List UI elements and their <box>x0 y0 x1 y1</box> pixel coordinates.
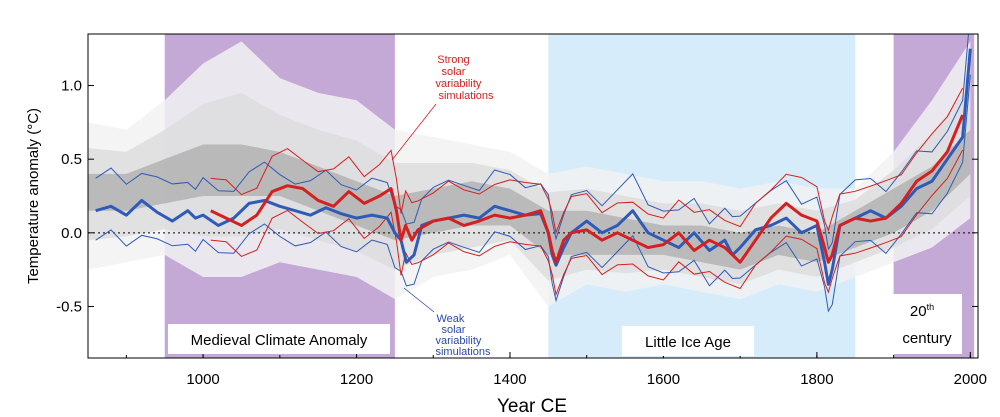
series-1-upper-bound <box>210 87 964 235</box>
series-0-lower-bound <box>95 74 971 313</box>
x-axis: 1000 1200 1400 1600 1800 2000 <box>125 352 987 388</box>
y-axis: 1.0 0.5 0.0 -0.5 <box>56 78 978 315</box>
strong-annotation-line-2: solar <box>442 66 466 78</box>
y-tick-label-0: 1.0 <box>61 78 82 95</box>
x-tick-label-4: 1800 <box>800 371 833 388</box>
weak-annotation-line-1: Weak <box>437 313 465 325</box>
svg-text:Strong solar v: Strong solar variability simulations <box>436 54 494 102</box>
y-axis-title: Temperature anomaly (°C) <box>25 108 42 284</box>
svg-text:Weak solar var: Weak solar variability simulations <box>435 313 491 358</box>
twentieth-century-label: 20th <box>910 302 934 320</box>
twentieth-century-label-box: 20th century <box>892 294 962 354</box>
x-axis-title: Year CE <box>497 396 567 417</box>
x-tick-label-3: 1600 <box>647 371 680 388</box>
lia-label: Little Ice Age <box>645 334 731 351</box>
x-tick-label-2: 1400 <box>493 371 526 388</box>
series-1-line <box>210 114 965 264</box>
x-tick-label-5: 2000 <box>954 371 987 388</box>
weak-annotation: Weak solar variability simulations <box>403 287 491 358</box>
series-layer <box>95 34 972 313</box>
mca-label: Medieval Climate Anomaly <box>191 332 368 349</box>
y-tick-label-1: 0.5 <box>61 151 82 168</box>
y-tick-label-3: -0.5 <box>56 298 82 315</box>
twentieth-century-label-line2: century <box>902 330 952 347</box>
x-tick-label-0: 1000 <box>186 371 219 388</box>
strong-annotation: Strong solar variability simulations <box>391 54 494 161</box>
series-1-lower-bound <box>210 149 964 297</box>
strong-annotation-line-3: variability <box>436 78 482 90</box>
plot-frame <box>87 33 979 359</box>
x-tick-label-1: 1200 <box>340 371 373 388</box>
series-0-upper-bound <box>95 34 969 251</box>
y-tick-label-2: 0.0 <box>61 225 82 242</box>
mca-label-box: Medieval Climate Anomaly <box>168 324 390 354</box>
lia-label-box: Little Ice Age <box>622 326 754 356</box>
weak-annotation-line-4: simulations <box>435 346 491 358</box>
strong-annotation-line-4: simulations <box>438 90 494 102</box>
strong-annotation-line-1: Strong <box>437 54 469 66</box>
weak-annotation-line-2: solar <box>442 324 466 336</box>
weak-annotation-line-3: variability <box>436 335 482 347</box>
